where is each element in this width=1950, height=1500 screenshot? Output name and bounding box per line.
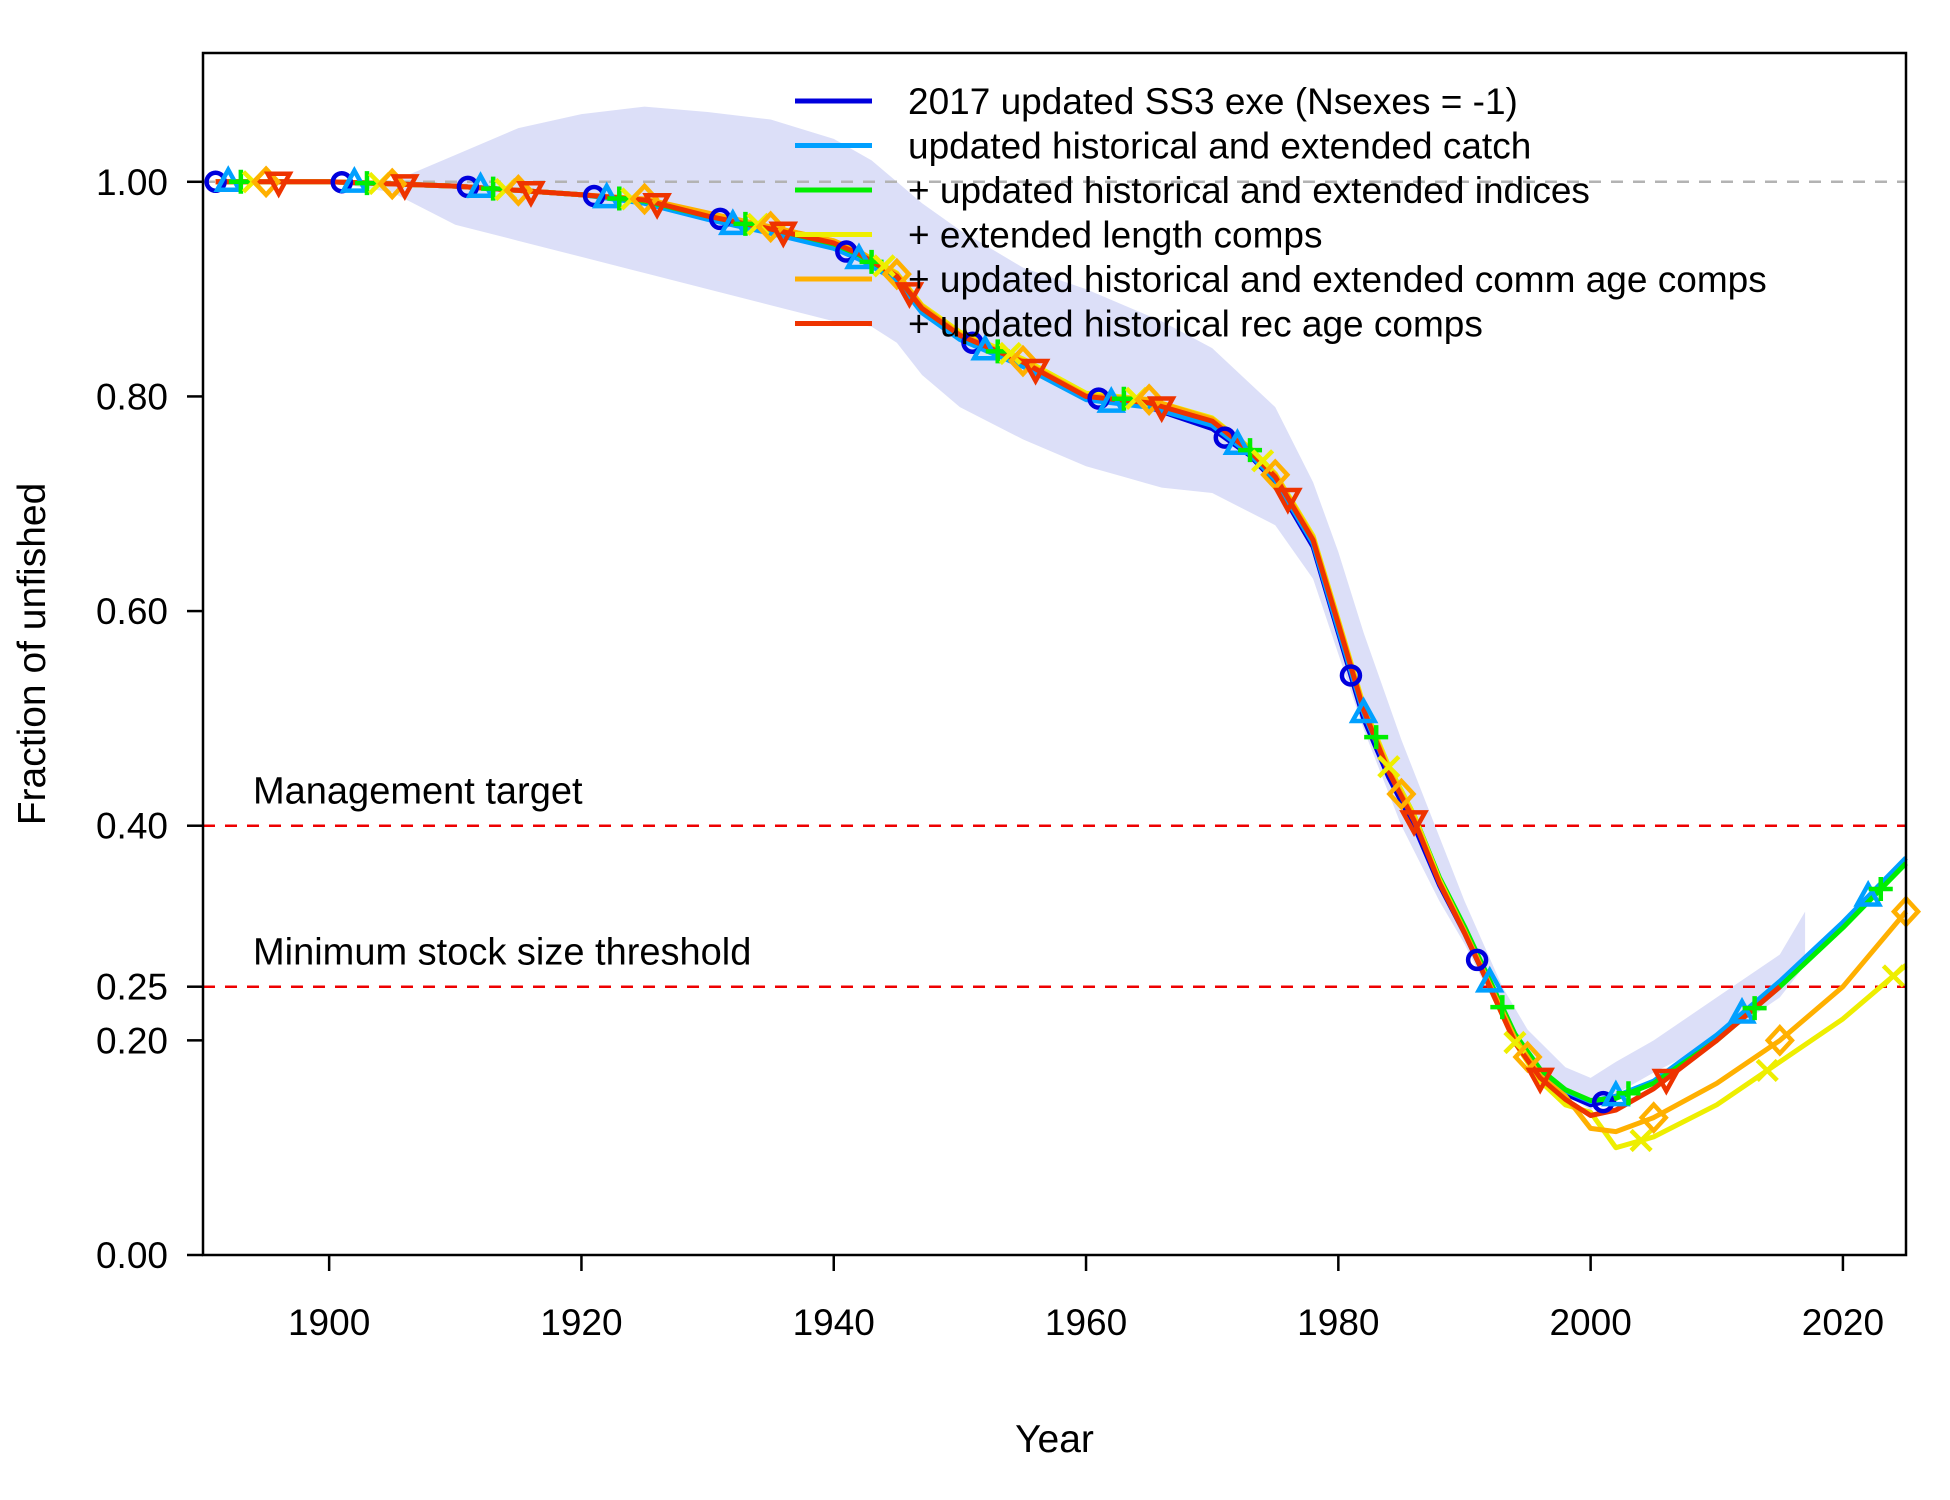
y-axis-title: Fraction of unfished	[11, 483, 54, 826]
series-1-marker	[1853, 879, 1883, 907]
series-1-marker	[1348, 696, 1379, 724]
series-2-marker	[1238, 438, 1263, 463]
x-axis-title: Year	[1015, 1418, 1094, 1461]
series-5-marker	[1273, 487, 1303, 515]
series-1-marker	[339, 165, 370, 193]
series-2-marker	[1742, 996, 1767, 1021]
series-4-marker	[1386, 777, 1417, 811]
legend-label-2: + updated historical and extended indice…	[908, 170, 1590, 211]
uncertainty-band	[215, 106, 1806, 1111]
x-tick-label: 2020	[1802, 1302, 1884, 1343]
series-5-marker	[894, 282, 925, 309]
uncertainty-band-layer	[215, 106, 1806, 1111]
series-3-marker	[1755, 1058, 1779, 1083]
series-3-marker	[1881, 964, 1905, 988]
series-1-marker	[591, 181, 622, 209]
series-2-marker	[1490, 995, 1515, 1020]
y-tick-label: 0.60	[96, 591, 168, 632]
legend: 2017 updated SS3 exe (Nsexes = -1)update…	[795, 81, 1767, 345]
series-1-marker	[1727, 996, 1757, 1024]
y-tick-label: 0.25	[96, 967, 168, 1008]
series-4-marker	[1134, 383, 1165, 416]
series-line-5	[215, 179, 1782, 1118]
x-tick-label: 1900	[288, 1302, 370, 1343]
series-3-marker	[872, 254, 896, 278]
series-2-marker	[1111, 386, 1136, 411]
y-tick-label: 0.00	[96, 1235, 168, 1276]
x-axis: 1900 1920 1940 1960 1980 2000 2020	[288, 1255, 1884, 1343]
legend-label-3: + extended length comps	[908, 215, 1322, 256]
series-5-marker	[1525, 1067, 1555, 1095]
legend-label-1: updated historical and extended catch	[908, 126, 1531, 167]
y-tick-label: 1.00	[96, 162, 168, 203]
series-4-marker	[1764, 1024, 1795, 1057]
series-1-marker	[1474, 965, 1505, 993]
series-2-marker	[1868, 877, 1893, 902]
series-3-marker	[1629, 1128, 1653, 1153]
reference-line-label-2: Minimum stock size threshold	[253, 932, 751, 974]
series-5-marker	[1146, 396, 1177, 424]
series-4-marker	[881, 257, 912, 291]
series-2-marker	[607, 186, 632, 211]
series-5-marker	[1399, 810, 1429, 838]
series-3-marker	[998, 341, 1022, 366]
series-2-marker	[228, 169, 253, 194]
plot-frame	[201, 51, 1908, 1257]
series-2-marker	[733, 211, 758, 236]
series-2-marker	[481, 176, 506, 201]
series-2-marker	[1616, 1081, 1641, 1106]
series-5-marker	[768, 221, 799, 249]
series-4-marker	[251, 165, 282, 199]
series-0-marker	[1339, 664, 1363, 687]
y-axis: 0.00 0.20 0.25 0.40 0.60 0.80 1.00	[96, 162, 203, 1276]
legend-label-5: + updated historical rec age comps	[908, 304, 1483, 345]
series-1-marker	[1222, 428, 1253, 455]
series-4-marker	[1638, 1101, 1669, 1134]
series-4-marker	[1007, 344, 1039, 378]
series-0-marker	[1465, 948, 1489, 972]
series-5-marker	[390, 174, 420, 202]
x-tick-label: 2000	[1549, 1302, 1631, 1343]
y-tick-label: 0.20	[96, 1020, 168, 1061]
series-1-marker	[465, 171, 496, 199]
series-4-marker	[503, 174, 534, 207]
y-tick-label: 0.80	[96, 376, 168, 417]
series-5-marker	[1651, 1068, 1682, 1096]
series-2-marker	[354, 171, 379, 196]
series-3-marker	[1377, 755, 1401, 779]
series-1-marker	[844, 242, 874, 270]
markers-layer	[204, 165, 1922, 1153]
series-1-marker	[970, 333, 1000, 361]
series-4-marker	[1260, 458, 1291, 492]
series-5-marker	[1020, 358, 1051, 386]
x-tick-label: 1980	[1297, 1302, 1379, 1343]
x-tick-label: 1960	[1045, 1302, 1127, 1343]
series-5-marker	[263, 171, 294, 199]
legend-label-0: 2017 updated SS3 exe (Nsexes = -1)	[908, 81, 1518, 122]
x-tick-label: 1920	[540, 1302, 622, 1343]
series-4-marker	[377, 167, 408, 201]
series-5-marker	[516, 180, 546, 208]
x-tick-label: 1940	[793, 1302, 875, 1343]
reference-lines-layer: Management target Minimum stock size thre…	[203, 180, 1906, 988]
y-tick-label: 0.40	[96, 806, 168, 847]
series-5-marker	[642, 193, 672, 220]
legend-label-4: + updated historical and extended comm a…	[908, 259, 1767, 300]
reference-line-label-1: Management target	[253, 771, 583, 813]
series-2-marker	[1364, 725, 1389, 750]
